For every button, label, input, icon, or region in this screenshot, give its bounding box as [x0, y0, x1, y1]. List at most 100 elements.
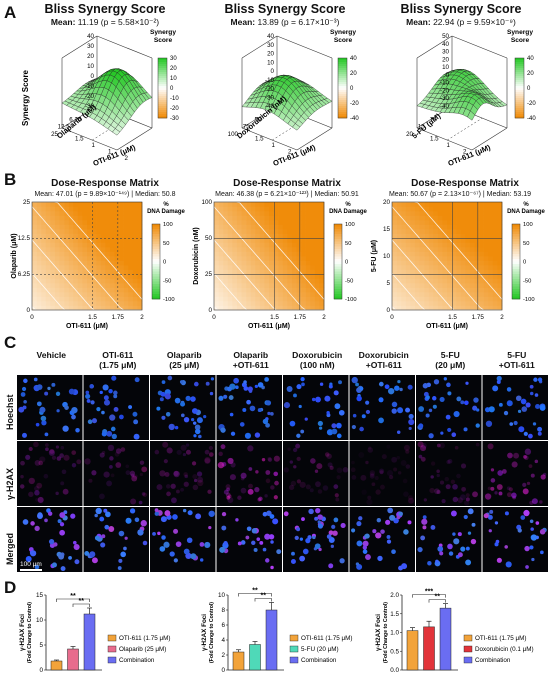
- cell-nucleus: [387, 507, 394, 514]
- colorbar-frame: [333, 223, 343, 300]
- heat-cell: [310, 260, 316, 266]
- heat-cell: [68, 211, 74, 216]
- heat-cell: [291, 238, 297, 243]
- cell-nucleus: [403, 529, 409, 535]
- legend-swatch: [107, 645, 117, 653]
- heat-cell: [109, 233, 115, 239]
- cell-nucleus: [25, 556, 32, 562]
- heat-cell: [123, 220, 129, 225]
- micrograph-tile: [283, 441, 349, 506]
- heat-cell: [296, 215, 302, 221]
- heat-cell: [273, 296, 279, 302]
- heat-cell: [488, 301, 494, 306]
- heat-cell: [291, 269, 297, 275]
- heat-cell: [474, 260, 480, 266]
- heat-cell: [250, 301, 256, 306]
- scalebar-label: 100 μm: [20, 561, 42, 568]
- heat-cell: [419, 220, 425, 225]
- heat-cell: [460, 233, 466, 239]
- heat-cell: [433, 211, 439, 216]
- heat-cell: [451, 287, 457, 293]
- heat-cell: [218, 269, 224, 275]
- heat-cell: [410, 251, 416, 257]
- heat-cell: [465, 229, 471, 234]
- cell-nucleus: [308, 508, 314, 515]
- heat-cell: [128, 265, 134, 270]
- heat-cell: [319, 251, 325, 257]
- heat-cell: [250, 292, 256, 297]
- heat-cell: [465, 242, 471, 248]
- colorbar-cell: [334, 264, 342, 267]
- heat-cell: [396, 206, 402, 212]
- heat-cell: [310, 251, 316, 257]
- heat-cell: [401, 238, 407, 243]
- heat-cell: [223, 265, 229, 270]
- heat-cell: [479, 233, 484, 239]
- heat-cell: [36, 292, 42, 297]
- heat-cell: [456, 274, 462, 279]
- cell-nucleus: [465, 497, 470, 502]
- heat-cell: [109, 247, 115, 252]
- colorbar-cell: [152, 269, 160, 272]
- heat-cell: [259, 283, 265, 288]
- cell-nucleus: [199, 558, 204, 562]
- heat-cell: [223, 305, 229, 311]
- cell-nucleus: [261, 457, 266, 462]
- heat-cell: [451, 251, 457, 257]
- colorbar-cell: [515, 82, 524, 85]
- colorbar-cell: [152, 241, 160, 245]
- cell-nucleus: [111, 433, 117, 440]
- z-tick-label: -20: [440, 87, 450, 94]
- heat-cell: [282, 296, 288, 302]
- heat-cell: [250, 251, 256, 257]
- cell-nucleus: [187, 510, 193, 516]
- colorbar-cell: [334, 284, 342, 287]
- heat-cell: [410, 256, 416, 261]
- heat-cell: [269, 215, 274, 221]
- cell-nucleus: [335, 497, 340, 502]
- heat-cell: [82, 224, 88, 230]
- heat-cell: [246, 278, 251, 284]
- heat-cell: [433, 238, 439, 243]
- cell-nucleus: [115, 462, 122, 468]
- cell-nucleus: [299, 481, 306, 488]
- heat-cell: [296, 247, 302, 252]
- heat-cell: [396, 233, 402, 239]
- heat-cell: [123, 242, 129, 248]
- heat-cell: [68, 278, 74, 284]
- heat-cell: [241, 260, 247, 266]
- cell-nucleus: [452, 532, 456, 536]
- cell-nucleus: [391, 408, 397, 414]
- heat-cell: [488, 224, 494, 230]
- heat-cell: [419, 256, 425, 261]
- cell-nucleus: [489, 509, 494, 514]
- heat-cell: [319, 202, 325, 207]
- cell-nucleus: [422, 383, 429, 389]
- cell-nucleus: [235, 518, 239, 522]
- cell-nucleus: [457, 552, 463, 558]
- heat-cell: [119, 238, 124, 243]
- heat-cell: [437, 211, 443, 216]
- heat-cell: [32, 278, 37, 284]
- colorbar-cell: [158, 72, 167, 75]
- cell-nucleus: [209, 391, 214, 396]
- heat-cell: [301, 238, 306, 243]
- heat-cell: [419, 202, 425, 207]
- cell-nucleus: [428, 408, 433, 413]
- heat-cell: [50, 238, 56, 243]
- cell-nucleus: [517, 528, 522, 533]
- plot-title: Bliss Synergy Score: [224, 2, 346, 16]
- cell-nucleus: [184, 474, 189, 479]
- cell-nucleus: [490, 478, 496, 483]
- heat-cell: [73, 206, 79, 212]
- heat-cell: [119, 242, 124, 248]
- heat-cell: [241, 233, 247, 239]
- heat-cell: [437, 256, 443, 261]
- heat-cell: [310, 283, 316, 288]
- heat-cell: [232, 206, 238, 212]
- heat-cell: [82, 247, 88, 252]
- cell-nucleus: [128, 405, 133, 410]
- cell-nucleus: [351, 528, 356, 533]
- cell-nucleus: [511, 461, 518, 468]
- heat-cell: [264, 269, 270, 275]
